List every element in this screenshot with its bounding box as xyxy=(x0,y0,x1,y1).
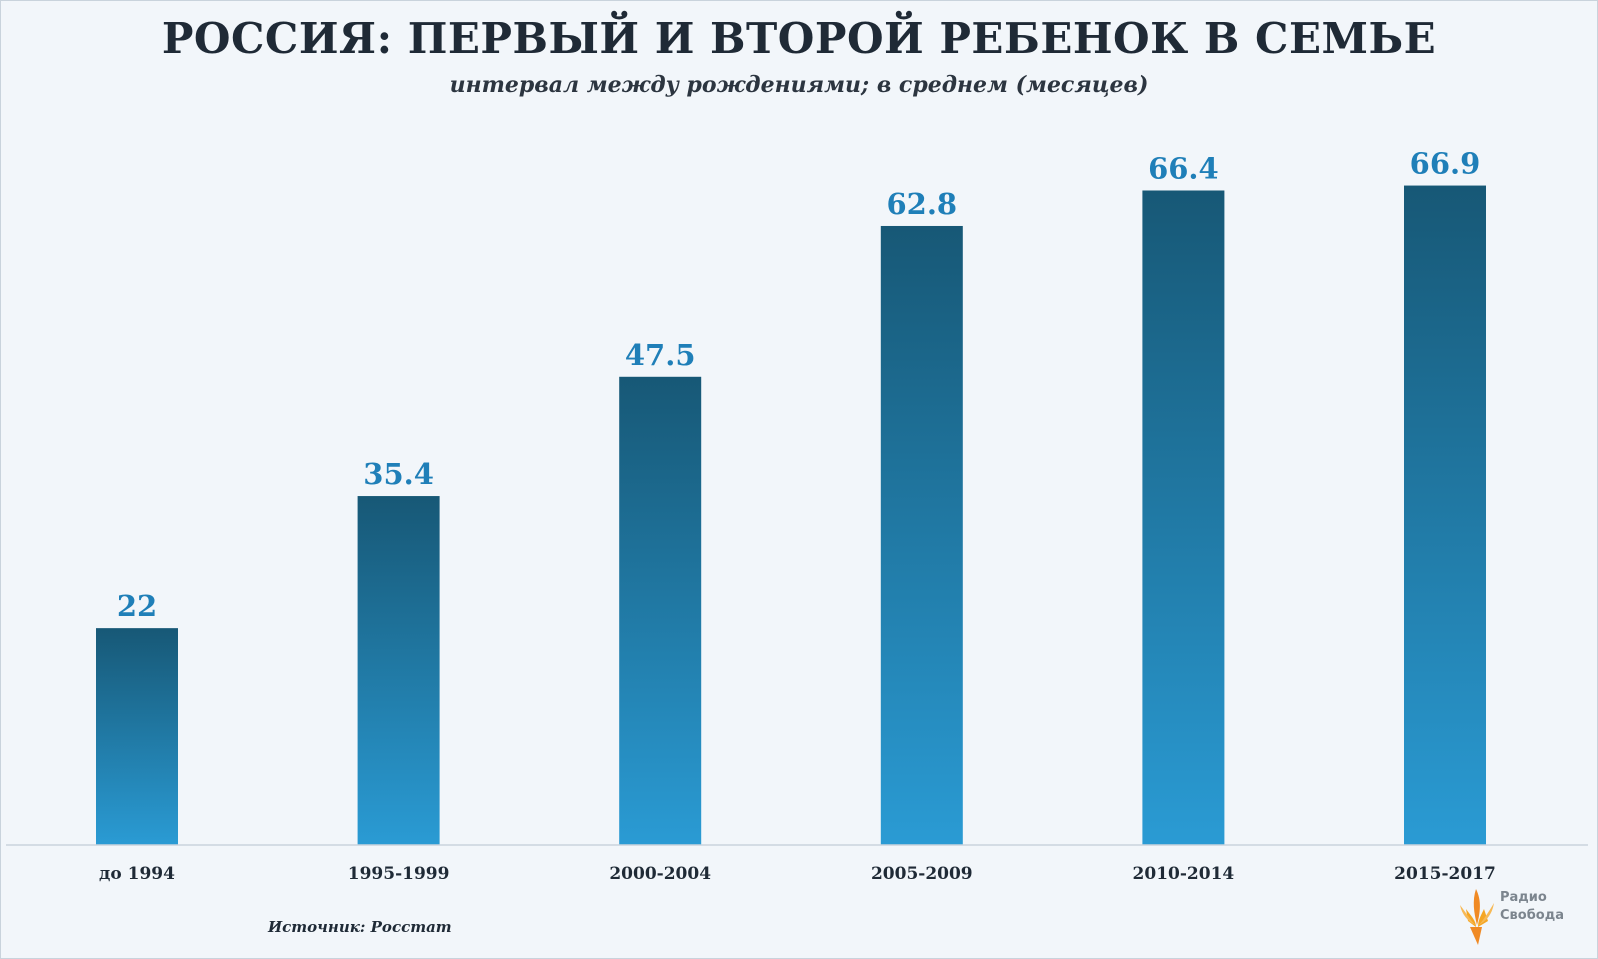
bar-4 xyxy=(1142,190,1225,845)
radio-svoboda-logo: Радио Свобода xyxy=(1458,887,1588,947)
logo-line-2: Свобода xyxy=(1500,908,1564,923)
value-label-5: 66.9 xyxy=(1410,147,1481,181)
value-label-1: 35.4 xyxy=(363,457,434,491)
category-label-2: 2000-2004 xyxy=(609,864,711,884)
category-label-1: 1995-1999 xyxy=(348,864,450,884)
value-label-3: 62.8 xyxy=(886,187,957,221)
category-label-3: 2005-2009 xyxy=(871,864,973,884)
bar-3 xyxy=(880,225,963,845)
bar-0 xyxy=(96,628,178,845)
torch-icon xyxy=(1460,889,1494,945)
value-label-0: 22 xyxy=(117,589,157,623)
category-label-5: 2015-2017 xyxy=(1394,864,1496,884)
bar-1 xyxy=(357,496,440,845)
category-label-0: до 1994 xyxy=(99,864,175,884)
chart-subtitle: интервал между рождениями; в среднем (ме… xyxy=(449,72,1149,98)
bar-2 xyxy=(619,376,702,845)
category-label-4: 2010-2014 xyxy=(1133,864,1235,884)
bar-5 xyxy=(1404,185,1486,846)
chart-title: РОССИЯ: ПЕРВЫЙ И ВТОРОЙ РЕБЕНОК В СЕМЬЕ xyxy=(161,14,1437,63)
source-note: Источник: Росстат xyxy=(268,918,452,936)
value-label-2: 47.5 xyxy=(625,338,696,372)
logo-line-1: Радио xyxy=(1500,890,1547,905)
value-label-4: 66.4 xyxy=(1148,151,1219,185)
